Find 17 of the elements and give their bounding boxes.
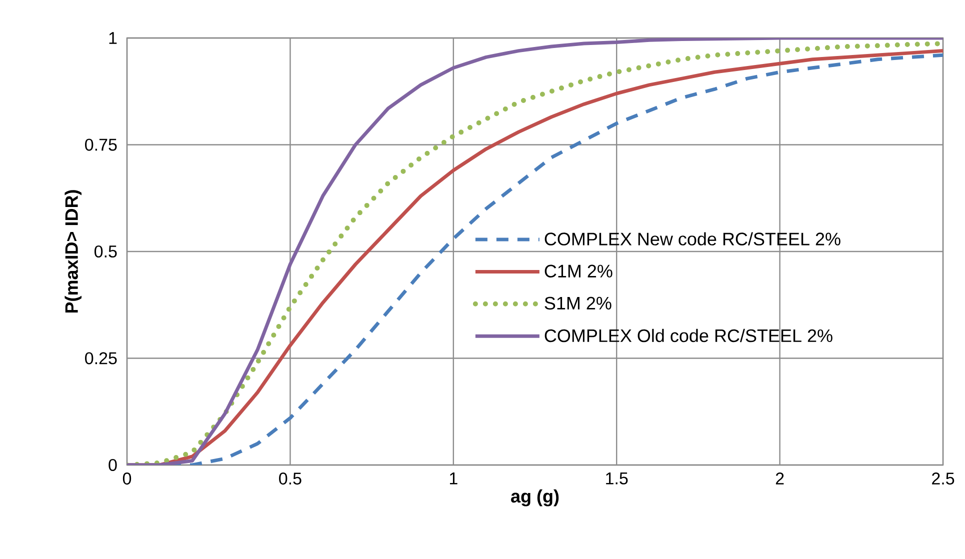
y-tick-label: 0.75 [85, 138, 117, 151]
legend-label: COMPLEX New code RC/STEEL 2% [544, 232, 840, 246]
x-tick-label: 2.5 [932, 472, 954, 485]
y-tick-label: 0 [108, 458, 117, 472]
x-tick-label: 2 [776, 472, 784, 484]
y-tick-label: 0.25 [85, 352, 117, 364]
x-tick-label: 0.5 [279, 472, 302, 485]
x-tick-label: 1.5 [606, 472, 628, 484]
x-axis-title: ag (g) [511, 489, 559, 506]
x-tick-label: 0 [122, 472, 132, 485]
x-tick-label: 1 [450, 472, 458, 484]
legend-label: S1M 2% [544, 296, 612, 310]
y-axis-title: P(maxID> IDR) [64, 190, 82, 313]
legend-label: COMPLEX Old code RC/STEEL 2% [544, 328, 832, 342]
legend-label: C1M 2% [544, 264, 612, 278]
y-tick-label: 1 [109, 32, 117, 44]
y-tick-label: 0.5 [94, 245, 117, 258]
